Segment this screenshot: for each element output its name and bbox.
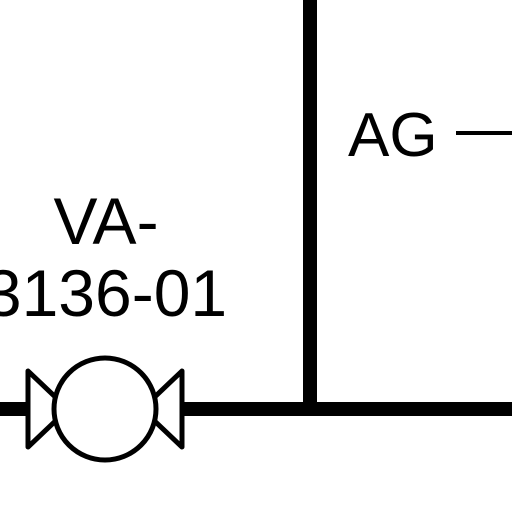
valve-tag-line2: 3136-01 — [0, 256, 227, 330]
valve-left-triangle — [25, 368, 71, 450]
valve-right-triangle — [139, 368, 185, 450]
connection-label: AG — [348, 101, 438, 170]
motor-operated-gate-valve-icon — [25, 355, 185, 463]
valve-tag-line1: VA- — [53, 184, 158, 258]
valve-actuator-circle — [51, 355, 159, 463]
